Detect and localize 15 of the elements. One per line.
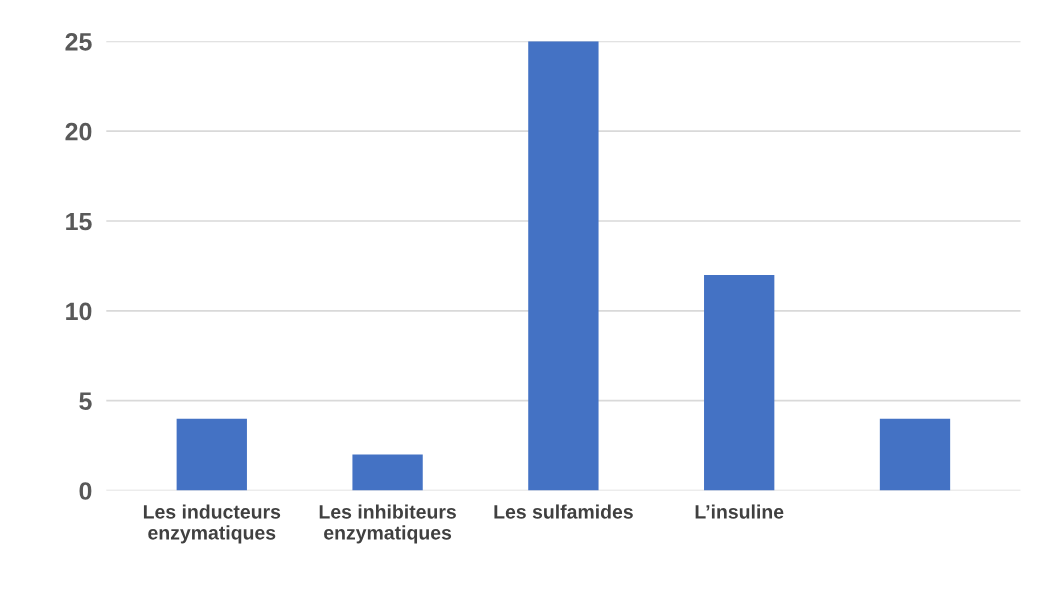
y-tick-label: 25	[65, 32, 92, 51]
bar	[176, 418, 247, 491]
x-tick-label: Les sulfamides	[494, 504, 633, 519]
bar	[704, 274, 775, 491]
bar	[528, 41, 599, 491]
y-tick-label: 0	[79, 482, 92, 500]
y-tick-label: 10	[66, 302, 92, 321]
bar	[879, 418, 951, 491]
y-tick-label: 20	[65, 122, 92, 141]
bar	[352, 454, 423, 491]
x-tick-label: Les inducteurs enzymatiques	[143, 504, 281, 544]
y-tick-label: 5	[79, 392, 92, 410]
x-tick-label: L’insuline	[695, 504, 784, 519]
y-tick-label: 15	[66, 212, 92, 231]
x-tick-label: Les inhibiteurs enzymatiques	[319, 504, 456, 544]
